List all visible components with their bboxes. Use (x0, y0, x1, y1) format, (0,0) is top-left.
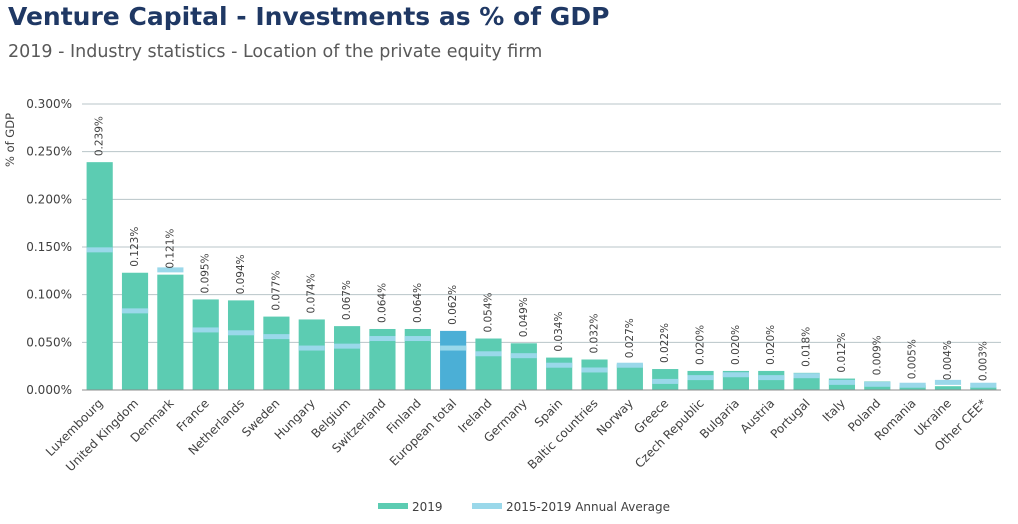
average-marker (616, 362, 643, 368)
average-marker (934, 379, 962, 385)
average-marker (475, 351, 502, 357)
x-tick-label: Italy (820, 396, 848, 424)
bar (581, 359, 608, 390)
legend-label-2019: 2019 (412, 500, 443, 514)
x-tick-label: Norway (594, 396, 636, 438)
data-label: 0.004% (942, 340, 954, 380)
bar (440, 330, 467, 390)
bar (546, 357, 573, 390)
y-tick-label: 0.000% (26, 383, 72, 397)
data-label: 0.020% (730, 325, 742, 365)
data-label: 0.074% (306, 273, 318, 313)
average-marker (440, 345, 467, 351)
data-label: 0.054% (482, 292, 494, 332)
data-label: 0.020% (765, 325, 777, 365)
average-marker (263, 334, 290, 340)
bar (192, 299, 219, 390)
y-tick-label: 0.100% (26, 288, 72, 302)
average-marker (86, 247, 113, 253)
bar (334, 326, 361, 390)
data-label: 0.005% (907, 339, 919, 379)
bar (86, 162, 113, 390)
average-markers (86, 247, 997, 388)
data-label: 0.094% (235, 254, 247, 294)
average-marker (899, 382, 926, 388)
bar (970, 387, 997, 390)
bar (121, 272, 149, 390)
data-label: 0.121% (164, 229, 176, 269)
average-marker (687, 375, 714, 381)
bar (758, 370, 785, 390)
data-label: 0.077% (270, 271, 282, 311)
y-tick-label: 0.250% (26, 145, 72, 159)
average-marker (970, 382, 997, 388)
chart-subtitle: 2019 - Industry statistics - Location of… (8, 42, 543, 62)
average-marker (404, 336, 431, 342)
bar (616, 364, 643, 390)
average-marker (121, 308, 149, 314)
data-label: 0.062% (447, 285, 459, 325)
average-marker (334, 343, 361, 349)
data-label: 0.123% (129, 227, 141, 267)
chart-title: Venture Capital - Investments as % of GD… (8, 2, 610, 31)
average-marker (298, 345, 325, 351)
data-label: 0.018% (801, 327, 813, 367)
average-marker (510, 353, 537, 359)
legend-swatch-2019 (378, 503, 408, 509)
y-tick-label: 0.050% (26, 335, 72, 349)
average-marker (581, 367, 608, 373)
data-label: 0.020% (695, 325, 707, 365)
average-marker (546, 362, 573, 368)
legend: 2019 2015-2019 Annual Average (378, 500, 670, 514)
average-marker (652, 378, 679, 384)
bar (934, 386, 962, 390)
average-marker (722, 372, 749, 378)
data-label: 0.027% (624, 318, 636, 358)
bar (263, 316, 290, 390)
data-label: 0.064% (376, 283, 388, 323)
data-label: 0.022% (659, 323, 671, 363)
data-label: 0.012% (836, 333, 848, 373)
legend-label-average: 2015-2019 Annual Average (506, 500, 670, 514)
legend-swatch-average (472, 503, 502, 509)
data-label: 0.239% (94, 116, 106, 156)
average-marker (758, 375, 785, 381)
average-marker (227, 330, 255, 336)
average-marker (157, 267, 184, 273)
data-labels: 0.239% 0.123% 0.121% 0.095% 0.094% 0.077% 0.07… (94, 116, 990, 381)
data-label: 0.032% (589, 313, 601, 353)
data-label: 0.003% (977, 341, 989, 381)
average-marker (828, 379, 856, 385)
data-label: 0.064% (412, 283, 424, 323)
y-axis-label: % of GDP (3, 113, 17, 167)
data-label: 0.034% (553, 312, 565, 352)
y-axis-ticks: 0.000% 0.050% 0.100% 0.150% 0.200% 0.250% 0.30… (26, 97, 72, 397)
average-marker (192, 327, 219, 333)
y-tick-label: 0.200% (26, 192, 72, 206)
bar (227, 300, 255, 390)
average-marker (369, 336, 396, 342)
data-label: 0.049% (518, 297, 530, 337)
bar (157, 274, 184, 390)
x-tick-label: Spain (532, 396, 566, 430)
x-tick-label: Portugal (768, 396, 813, 441)
x-tick-label: Bulgaria (697, 396, 742, 441)
bars (86, 162, 997, 390)
data-label: 0.009% (871, 335, 883, 375)
bar (687, 370, 714, 390)
average-marker (864, 381, 891, 387)
average-marker (793, 373, 820, 379)
data-label: 0.067% (341, 280, 353, 320)
y-tick-label: 0.150% (26, 240, 72, 254)
x-tick-label: European total (387, 396, 459, 468)
data-label: 0.095% (200, 253, 212, 293)
gridlines (82, 103, 1001, 343)
bar (475, 338, 502, 390)
bar (510, 343, 537, 390)
y-tick-label: 0.300% (26, 97, 72, 111)
bar (298, 319, 325, 390)
